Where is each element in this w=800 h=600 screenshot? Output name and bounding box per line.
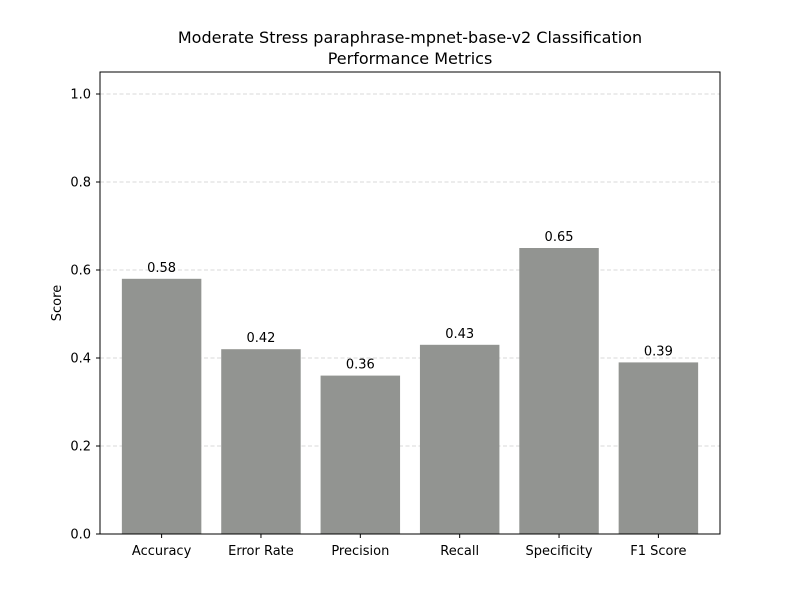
y-tick-label: 0.0 — [70, 528, 91, 543]
y-tick-label: 1.0 — [70, 88, 91, 103]
chart-title: Moderate Stress paraphrase-mpnet-base-v2… — [178, 28, 642, 68]
chart-title-line-1: Moderate Stress paraphrase-mpnet-base-v2… — [178, 28, 642, 47]
x-tick-label: Error Rate — [228, 544, 294, 559]
bar-error-rate — [221, 349, 301, 534]
bar-f1-score — [618, 362, 699, 534]
bar-specificity — [519, 248, 599, 534]
bar-value-label: 0.36 — [346, 358, 375, 373]
bar-recall — [419, 344, 500, 534]
bar-value-label: 0.65 — [545, 230, 574, 245]
bar-value-label: 0.43 — [445, 327, 474, 342]
y-tick-label: 0.8 — [70, 176, 91, 191]
x-tick-label: Precision — [331, 544, 389, 559]
y-tick-label: 0.2 — [70, 440, 91, 455]
chart-title-line-2: Performance Metrics — [328, 49, 493, 68]
x-axis-ticks: Accuracy Error Rate Precision Recall Specifi… — [132, 534, 687, 559]
y-tick-label: 0.4 — [70, 352, 91, 367]
bar-value-label: 0.42 — [246, 331, 275, 346]
y-axis-label: Score — [50, 285, 65, 321]
bars — [121, 248, 699, 534]
x-tick-label: F1 Score — [630, 544, 686, 559]
y-axis-ticks: 0.0 0.2 0.4 0.6 0.8 1.0 — [70, 88, 100, 543]
y-tick-label: 0.6 — [70, 264, 91, 279]
bar-value-label: 0.39 — [644, 344, 673, 359]
value-labels: 0.58 0.42 0.36 0.43 0.65 0.39 — [147, 230, 673, 373]
bar-precision — [320, 375, 401, 534]
x-tick-label: Specificity — [526, 544, 593, 559]
bar-value-label: 0.58 — [147, 261, 176, 276]
plot-frame — [99, 71, 721, 535]
x-tick-label: Accuracy — [132, 544, 192, 559]
grid-lines — [100, 93, 720, 447]
bar-accuracy — [121, 278, 202, 534]
x-tick-label: Recall — [440, 544, 479, 559]
